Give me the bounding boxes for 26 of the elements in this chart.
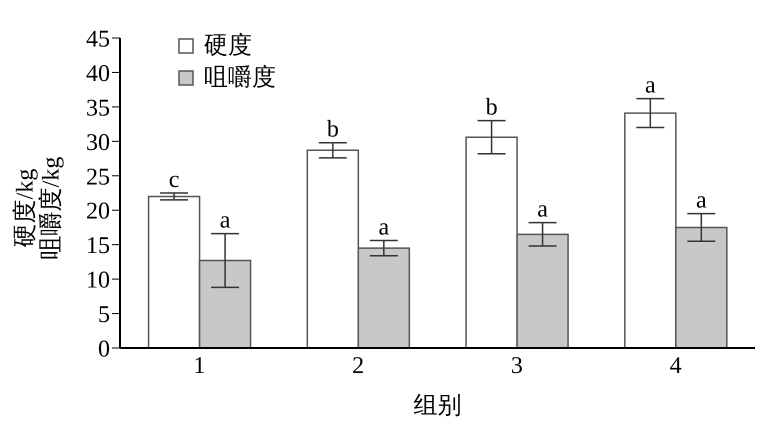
data-label: a [644, 72, 656, 99]
y-tick-label: 40 [86, 60, 110, 87]
data-label: a [220, 208, 231, 234]
data-label: a [378, 214, 390, 241]
x-tick-label: 4 [670, 353, 682, 380]
y-tick-label: 15 [86, 233, 110, 260]
data-label: a [696, 188, 707, 214]
legend-label: 咀嚼度 [204, 64, 276, 93]
x-tick-label: 2 [352, 353, 364, 380]
y-tick-label: 35 [86, 95, 110, 122]
y-tick-label: 45 [86, 26, 110, 53]
data-label: b [486, 94, 498, 121]
data-label: a [537, 196, 548, 223]
y-tick-label: 5 [98, 302, 110, 328]
y-axis-title: 硬度/kg 咀嚼度/kg [12, 156, 64, 260]
y-tick-label: 25 [86, 164, 110, 190]
y-tick-label: 30 [86, 130, 110, 156]
y-tick-label: 20 [86, 198, 110, 225]
y-tick-label: 10 [86, 268, 110, 294]
x-tick-label: 3 [510, 353, 523, 380]
x-axis-title: 组别 [414, 393, 462, 419]
data-label: b [326, 116, 339, 143]
x-tick-label: 1 [193, 353, 206, 380]
data-label: c [168, 167, 180, 193]
legend-label: 硬度 [204, 32, 252, 61]
y-tick-label: 0 [98, 336, 110, 363]
